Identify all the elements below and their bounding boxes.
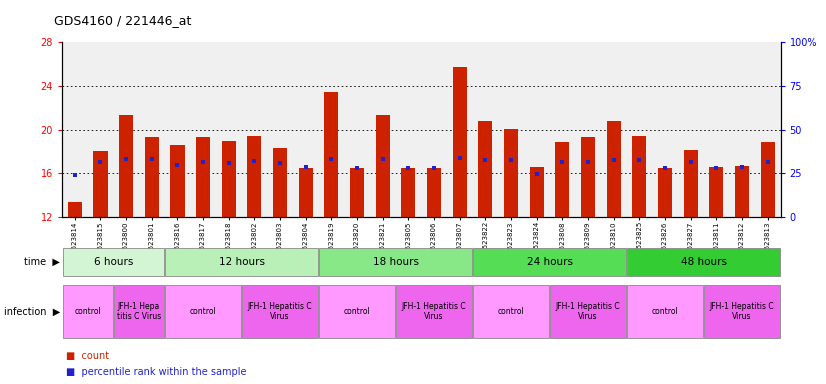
Bar bbox=[320, 285, 395, 338]
Text: control: control bbox=[74, 307, 101, 316]
Bar bbox=[473, 285, 548, 338]
Bar bbox=[273, 148, 287, 217]
Text: 12 hours: 12 hours bbox=[219, 257, 264, 267]
Bar bbox=[401, 168, 415, 217]
Text: ■  percentile rank within the sample: ■ percentile rank within the sample bbox=[66, 367, 247, 377]
Bar bbox=[628, 248, 780, 276]
Text: infection  ▶: infection ▶ bbox=[4, 306, 60, 316]
Bar bbox=[325, 93, 339, 217]
Bar bbox=[658, 168, 672, 217]
Bar bbox=[63, 248, 164, 276]
Bar bbox=[68, 202, 82, 217]
Bar bbox=[705, 285, 780, 338]
Bar bbox=[633, 136, 647, 217]
Text: control: control bbox=[344, 307, 371, 316]
Text: ■  count: ■ count bbox=[66, 351, 109, 361]
Bar bbox=[550, 285, 626, 338]
Text: 6 hours: 6 hours bbox=[93, 257, 133, 267]
Bar bbox=[119, 116, 133, 217]
Bar bbox=[93, 151, 107, 217]
Bar bbox=[427, 168, 441, 217]
Bar bbox=[242, 285, 318, 338]
Bar bbox=[63, 285, 112, 338]
Bar bbox=[628, 285, 703, 338]
Bar bbox=[145, 137, 159, 217]
Text: JFH-1 Hepatitis C
Virus: JFH-1 Hepatitis C Virus bbox=[248, 302, 312, 321]
Bar bbox=[504, 129, 518, 217]
Bar bbox=[320, 248, 472, 276]
Bar bbox=[247, 136, 262, 217]
Bar bbox=[299, 168, 313, 217]
Text: 48 hours: 48 hours bbox=[681, 257, 727, 267]
Text: JFH-1 Hepatitis C
Virus: JFH-1 Hepatitis C Virus bbox=[556, 302, 620, 321]
Bar bbox=[735, 166, 749, 217]
Text: time  ▶: time ▶ bbox=[25, 257, 60, 267]
Text: GDS4160 / 221446_at: GDS4160 / 221446_at bbox=[54, 14, 191, 27]
Bar bbox=[710, 167, 724, 217]
Bar bbox=[170, 145, 184, 217]
Bar bbox=[221, 141, 236, 217]
Text: control: control bbox=[190, 307, 216, 316]
Bar bbox=[581, 137, 596, 217]
Text: JFH-1 Hepatitis C
Virus: JFH-1 Hepatitis C Virus bbox=[401, 302, 467, 321]
Text: control: control bbox=[652, 307, 678, 316]
Text: control: control bbox=[498, 307, 525, 316]
Bar bbox=[473, 248, 626, 276]
Bar bbox=[350, 168, 364, 217]
Bar bbox=[165, 285, 241, 338]
Bar bbox=[376, 116, 390, 217]
Bar bbox=[165, 248, 318, 276]
Bar bbox=[529, 167, 544, 217]
Bar bbox=[555, 142, 569, 217]
Text: 24 hours: 24 hours bbox=[527, 257, 572, 267]
Bar bbox=[396, 285, 472, 338]
Text: JFH-1 Hepatitis C
Virus: JFH-1 Hepatitis C Virus bbox=[710, 302, 775, 321]
Bar bbox=[478, 121, 492, 217]
Text: JFH-1 Hepa
titis C Virus: JFH-1 Hepa titis C Virus bbox=[116, 302, 161, 321]
Bar bbox=[761, 142, 775, 217]
Bar bbox=[684, 151, 698, 217]
Bar bbox=[606, 121, 621, 217]
Bar bbox=[453, 67, 467, 217]
Bar bbox=[196, 137, 210, 217]
Bar bbox=[114, 285, 164, 338]
Text: 18 hours: 18 hours bbox=[373, 257, 419, 267]
